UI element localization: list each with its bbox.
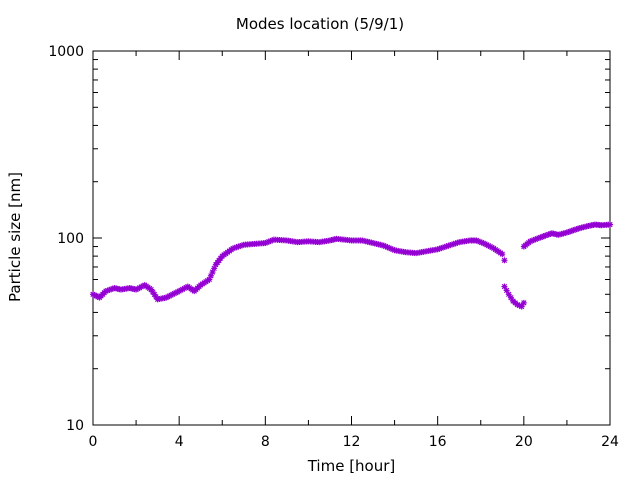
x-tick-label: 24 xyxy=(601,434,619,450)
y-tick-label: 1000 xyxy=(48,44,84,60)
x-tick-label: 16 xyxy=(429,434,447,450)
data-point xyxy=(501,257,508,264)
y-axis-label: Particle size [nm] xyxy=(6,172,24,302)
data-point xyxy=(499,251,506,258)
x-tick-label: 12 xyxy=(343,434,361,450)
x-tick-label: 20 xyxy=(515,434,533,450)
x-tick-label: 8 xyxy=(261,434,270,450)
data-points xyxy=(90,221,613,310)
data-point xyxy=(520,299,527,306)
axis-tick-labels: 0 4 8 12 16 20 24 10 100 1000 xyxy=(48,44,619,450)
y-tick-label: 10 xyxy=(66,418,84,434)
x-axis-label: Time [hour] xyxy=(307,457,396,475)
axis-ticks xyxy=(92,50,611,426)
y-tick-label: 100 xyxy=(57,231,84,247)
data-point xyxy=(607,221,613,228)
x-tick-label: 0 xyxy=(89,434,98,450)
chart-title: Modes location (5/9/1) xyxy=(235,15,405,33)
x-tick-label: 4 xyxy=(175,434,184,450)
data-point xyxy=(501,283,508,290)
